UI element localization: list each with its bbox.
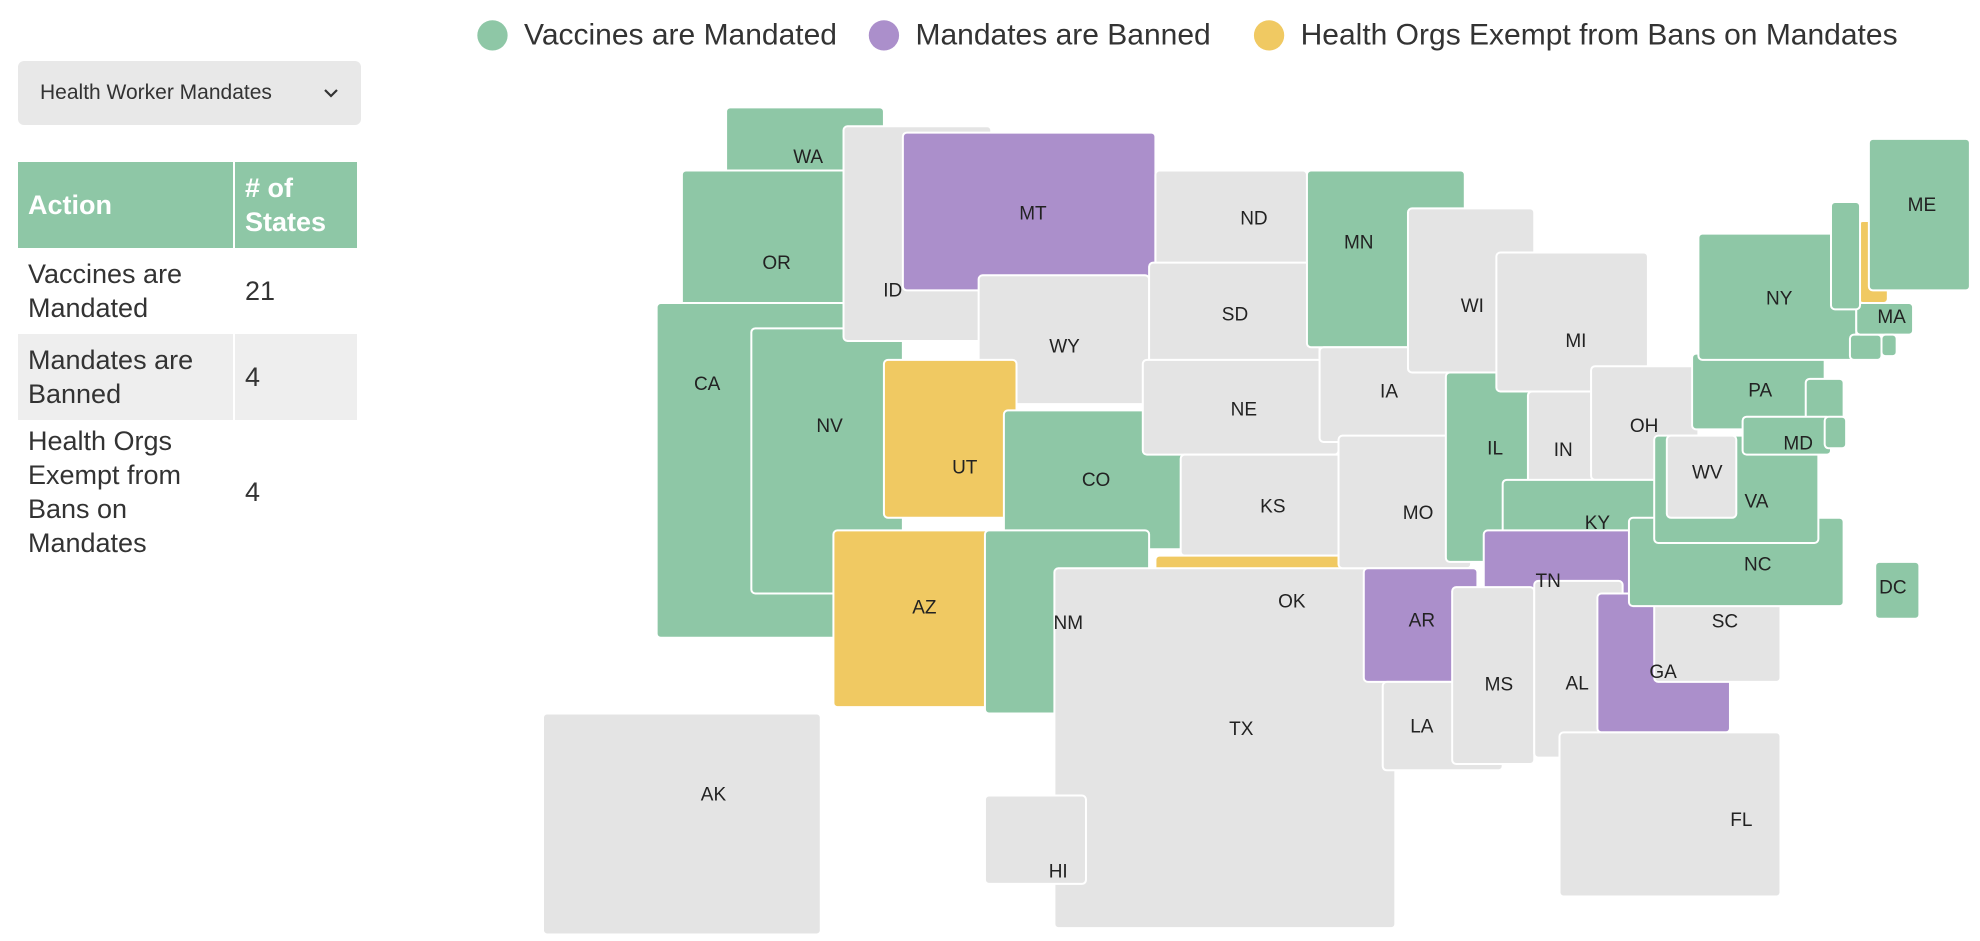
state-label: NV (816, 416, 843, 437)
dropdown-label: Health Worker Mandates (40, 81, 272, 104)
state-label: UT (952, 457, 978, 478)
cell: 4 (234, 420, 359, 564)
state-label: AK (701, 785, 727, 806)
header-cell: Action (18, 162, 235, 248)
state-label: ND (1240, 209, 1267, 230)
state-shape (1154, 169, 1308, 267)
state-shape (1874, 560, 1921, 620)
state-label: LA (1410, 716, 1434, 737)
state-shape (1665, 434, 1738, 519)
state-label: VA (1745, 492, 1769, 513)
state-label: HI (1049, 862, 1068, 883)
table-row: Vaccines are Mandated 21 (18, 248, 359, 334)
state-label: IN (1554, 440, 1573, 461)
cell: 4 (234, 334, 359, 420)
state-label: ME (1908, 195, 1937, 216)
state-label: MI (1565, 331, 1586, 352)
cell: Health Orgs Exempt from Bans on Mandates (18, 420, 235, 564)
state-label: GA (1649, 662, 1677, 683)
state-label: OK (1278, 591, 1306, 612)
cell: Mandates are Banned (18, 334, 235, 420)
state-label: SD (1222, 305, 1248, 326)
state-label: DC (1879, 577, 1906, 598)
chevron (324, 89, 338, 98)
header-cell: # of States (234, 162, 359, 248)
state-label: AR (1409, 610, 1435, 631)
state-label: NY (1766, 288, 1793, 309)
state-label: KS (1260, 497, 1285, 518)
state-label: MA (1877, 307, 1906, 328)
state-label: NE (1231, 399, 1257, 420)
state-shape (983, 794, 1087, 885)
state-label: AL (1566, 673, 1589, 694)
state-label: IL (1487, 439, 1503, 460)
legend-swatch (1253, 20, 1285, 51)
state-label: KY (1585, 513, 1611, 534)
dropdown[interactable]: Health Worker Mandates (18, 61, 361, 125)
state-label: MN (1344, 233, 1374, 254)
state-label: WI (1461, 296, 1484, 317)
table-row: Mandates are Banned 4 (18, 334, 359, 420)
state-label: WY (1049, 336, 1080, 357)
state-label: PA (1748, 380, 1772, 401)
state-label: MO (1403, 503, 1434, 524)
state-label: NM (1054, 613, 1084, 634)
state-label: ID (883, 281, 902, 302)
state-labels: WA OR CA NV ID MT WY UT AZ CO NM ND SD NE KS OK TX MN IA MO… (694, 147, 1936, 883)
state-label: NC (1744, 555, 1771, 576)
state-shape (832, 529, 1005, 709)
legend-swatch (868, 20, 900, 51)
state-shape (1880, 333, 1898, 358)
legend-label: Health Orgs Exempt from Bans on Mandates (1301, 19, 1898, 52)
state-label: TN (1535, 571, 1560, 592)
state-label: CA (694, 374, 721, 395)
state-label: AZ (912, 598, 937, 619)
state-label: OH (1630, 416, 1659, 437)
state-label: MD (1783, 434, 1813, 455)
state-shape (1848, 333, 1883, 361)
state-label: OR (762, 253, 791, 274)
legend-swatch (477, 20, 508, 51)
table-header: Action # of States (18, 162, 359, 248)
state-shape (1867, 137, 1971, 292)
state-label: SC (1712, 612, 1738, 633)
summary-table: Action # of States Vaccines are Mandated… (18, 162, 359, 564)
state-label: IA (1380, 382, 1398, 403)
state-shape (882, 358, 1018, 519)
state-shape (1829, 201, 1862, 311)
state-shape (541, 712, 822, 936)
cell: 21 (234, 248, 359, 334)
state-label: TX (1229, 719, 1254, 740)
state-shape (1053, 567, 1397, 930)
state-label: WV (1692, 463, 1723, 484)
state-label: MT (1019, 204, 1047, 225)
legend: Vaccines are Mandated Mandates are Banned… (477, 19, 1898, 52)
state-label: WA (793, 147, 823, 168)
state-label: FL (1730, 810, 1752, 831)
cell: Vaccines are Mandated (18, 248, 235, 334)
legend-label: Mandates are Banned (915, 19, 1210, 52)
state-label: MS (1485, 675, 1514, 696)
state-label: CO (1082, 470, 1111, 491)
states (541, 106, 1971, 936)
state-shape (1558, 731, 1782, 898)
legend-label: Vaccines are Mandated (524, 19, 837, 52)
state-shape (1823, 415, 1848, 450)
table-row: Health Orgs Exempt from Bans on Mandates… (18, 420, 359, 564)
